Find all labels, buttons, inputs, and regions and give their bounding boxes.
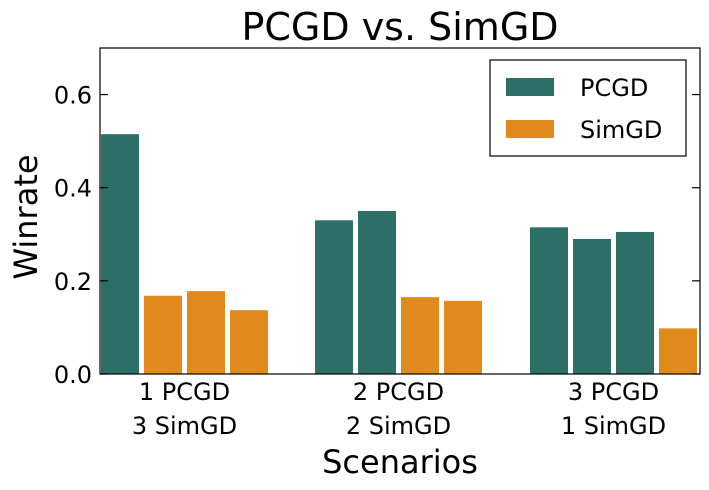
legend-swatch-simgd <box>506 120 554 138</box>
bar-simgd-group1-4 <box>230 310 268 374</box>
bar-simgd-group1-3 <box>187 291 225 374</box>
bar-pcgd-group1-1 <box>101 134 139 374</box>
y-tick-label: 0.2 <box>54 268 92 296</box>
bar-pcgd-group2-2 <box>358 211 396 374</box>
y-ticks-layer: 0.0 0.2 0.4 0.6 <box>54 82 700 389</box>
x-axis-label: Scenarios <box>322 443 478 481</box>
legend-label-simgd: SimGD <box>580 116 662 144</box>
bar-pcgd-group3-2 <box>573 238 611 374</box>
y-tick-label: 0.0 <box>54 361 92 389</box>
bars-layer <box>101 134 697 374</box>
bar-simgd-group2-4 <box>444 300 482 374</box>
legend: PCGD SimGD <box>489 59 687 157</box>
bar-simgd-group1-2 <box>144 295 182 374</box>
x-tick-labels-layer: 1 PCGD 3 SimGD 2 PCGD 2 SimGD 3 PCGD 1 SimGD <box>132 378 666 440</box>
x-tick-label-line1: 1 PCGD <box>139 378 230 406</box>
legend-swatch-pcgd <box>506 78 554 96</box>
legend-box <box>489 59 687 157</box>
x-tick-label-line2: 1 SimGD <box>561 412 666 440</box>
bar-pcgd-group3-1 <box>530 227 568 374</box>
bar-pcgd-group2-1 <box>315 220 353 374</box>
bar-pcgd-group3-3 <box>616 231 654 374</box>
plot-frame <box>99 47 701 375</box>
y-tick-label: 0.4 <box>54 175 92 203</box>
y-tick-label: 0.6 <box>54 82 92 110</box>
x-tick-label-line2: 2 SimGD <box>346 412 451 440</box>
x-tick-label-line1: 3 PCGD <box>568 378 659 406</box>
y-axis-label: Winrate <box>7 154 45 279</box>
chart-title: PCGD vs. SimGD <box>241 5 558 49</box>
legend-label-pcgd: PCGD <box>580 74 648 102</box>
bar-simgd-group2-3 <box>401 297 439 374</box>
bar-simgd-group3-4 <box>659 328 697 374</box>
x-tick-label-line2: 3 SimGD <box>132 412 237 440</box>
x-tick-label-line1: 2 PCGD <box>353 378 444 406</box>
